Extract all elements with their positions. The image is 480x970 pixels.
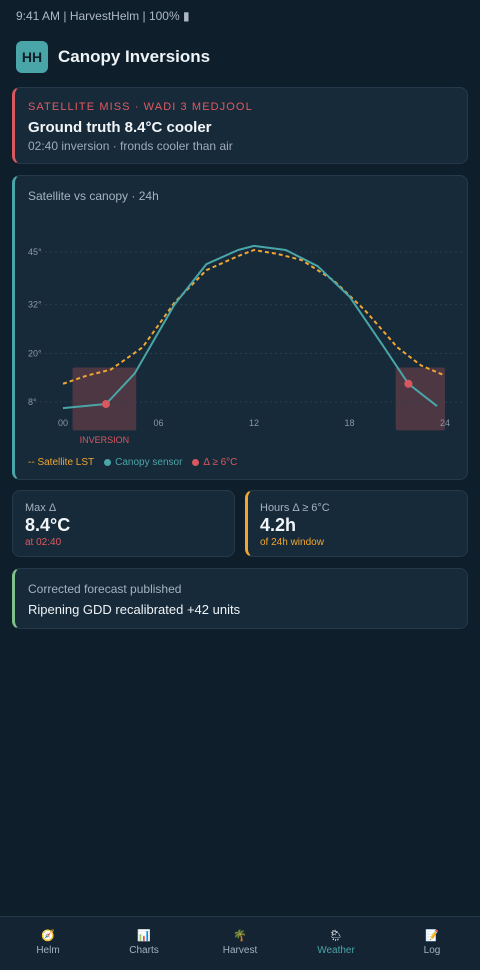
satellite-lst-line <box>62 249 446 385</box>
delta-point <box>101 400 110 409</box>
hours-delta-value: 4.2h <box>260 515 297 535</box>
canopy-dot-icon <box>104 459 112 466</box>
max-delta-note: at 02:40 <box>25 537 62 548</box>
nav-item-charts[interactable]: 📊 Charts <box>96 917 192 970</box>
legend-canopy: Canopy sensor <box>104 457 182 468</box>
max-delta-card[interactable]: Max Δ 8.4°C at 02:40 <box>12 490 235 557</box>
compass-icon: 🧭 <box>41 930 55 942</box>
inversion-label: INVERSION <box>80 435 130 445</box>
nav-label-helm: Helm <box>36 945 60 956</box>
forecast-card[interactable]: Corrected forecast published Ripening GD… <box>12 568 468 629</box>
max-delta-value: 8.4°C <box>25 515 71 535</box>
legend-satellite: -- Satellite LST <box>28 457 94 468</box>
nav-item-weather[interactable]: 🌦 Weather <box>288 917 384 970</box>
app-logo: HH <box>16 41 48 73</box>
palm-tree-icon: 🌴 <box>233 930 247 942</box>
nav-label-weather: Weather <box>317 945 355 956</box>
x-tick-label: 18 <box>344 418 354 428</box>
alert-kicker: SATELLITE MISS · WADI 3 MEDJOOL <box>28 101 253 113</box>
nav-label-log: Log <box>423 945 441 956</box>
x-tick-label: 24 <box>440 418 450 428</box>
bar-chart-icon: 📊 <box>137 930 151 942</box>
legend-delta: Δ ≥ 6°C <box>192 457 237 468</box>
legend-satellite-label: -- Satellite LST <box>28 457 95 468</box>
y-tick-label: 20° <box>28 348 42 358</box>
inversion-window-early <box>72 367 137 431</box>
forecast-value: Ripening GDD recalibrated +42 units <box>28 602 241 617</box>
nav-label-harvest: Harvest <box>222 945 258 956</box>
nav-item-helm[interactable]: 🧭 Helm <box>0 917 96 970</box>
y-tick-label: 45° <box>28 247 42 257</box>
weather-icon: 🌦 <box>329 930 343 942</box>
x-tick-label: 12 <box>249 418 259 428</box>
hours-delta-card[interactable]: Hours Δ ≥ 6°C 4.2h of 24h window <box>245 490 468 557</box>
y-tick-label: 8° <box>28 397 37 407</box>
delta-dot-icon <box>192 459 200 466</box>
nav-item-log[interactable]: 📝 Log <box>384 917 480 970</box>
app-header: HH Canopy Inversions <box>16 41 210 73</box>
y-tick-label: 32° <box>28 300 42 310</box>
chart-legend: -- Satellite LST Canopy sensor Δ ≥ 6°C <box>28 457 247 468</box>
legend-canopy-label: Canopy sensor <box>115 457 183 468</box>
alert-subtext: 02:40 inversion · fronds cooler than air <box>28 139 233 153</box>
max-delta-label: Max Δ <box>25 502 57 514</box>
nav-label-charts: Charts <box>129 945 159 956</box>
forecast-label: Corrected forecast published <box>28 582 182 596</box>
temperature-chart: 8° 20° 32° 45° 00 06 12 18 24 INVERSION <box>28 244 465 445</box>
legend-delta-label: Δ ≥ 6°C <box>203 457 238 468</box>
canopy-sensor-line <box>62 244 438 410</box>
bottom-nav: 🧭 Helm 📊 Charts 🌴 Harvest 🌦 Weather 📝 Lo… <box>0 916 480 970</box>
x-tick-label: 06 <box>153 418 163 428</box>
hours-delta-note: of 24h window <box>260 537 324 548</box>
nav-item-harvest[interactable]: 🌴 Harvest <box>192 917 288 970</box>
hours-delta-label: Hours Δ ≥ 6°C <box>260 502 330 514</box>
memo-icon: 📝 <box>425 930 439 942</box>
chart-card: Satellite vs canopy · 24h 8° 20° 32° 45° 00 0… <box>12 175 468 480</box>
x-tick-label: 00 <box>58 418 68 428</box>
chart-title: Satellite vs canopy · 24h <box>28 189 159 203</box>
alert-headline: Ground truth 8.4°C cooler <box>28 119 212 136</box>
status-bar: 9:41 AM | HarvestHelm | 100% ▮ <box>16 9 190 23</box>
page-title: Canopy Inversions <box>58 47 211 66</box>
delta-point <box>404 379 413 388</box>
satellite-miss-alert[interactable]: SATELLITE MISS · WADI 3 MEDJOOL Ground t… <box>12 87 468 164</box>
